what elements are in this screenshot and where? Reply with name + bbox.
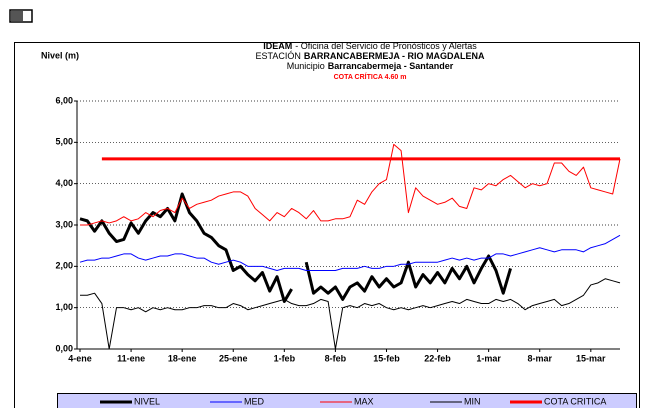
x-tick-label: 8-feb: [325, 353, 347, 363]
legend: [57, 393, 637, 408]
x-tick-label: 15-feb: [373, 353, 400, 363]
title-part: BARRANCABERMEJA - RIO MAGDALENA: [304, 51, 485, 61]
y-tick-label: 0,00: [55, 343, 73, 353]
y-tick-label: 5,00: [55, 137, 73, 147]
y-axis-label: Nivel (m): [41, 50, 79, 60]
title-line: IDEAM - Oficina del Servicio de Pronóstic…: [263, 41, 477, 51]
y-tick-label: 4,00: [55, 178, 73, 188]
x-tick-label: 22-feb: [424, 353, 451, 363]
x-tick-label: 1-mar: [476, 353, 501, 363]
title-line: COTA CRÍTICA 4.60 m: [334, 72, 407, 81]
title-part: IDEAM: [263, 41, 292, 51]
legend-label: COTA CRITICA: [544, 396, 606, 406]
title-part: - Oficina del Servicio de Pronósticos y …: [295, 41, 477, 51]
x-tick-label: 25-ene: [219, 353, 248, 363]
legend-label: MED: [244, 396, 265, 406]
x-tick-label: 4-ene: [68, 353, 92, 363]
legend-label: NIVEL: [134, 396, 160, 406]
series-line: [79, 234, 621, 271]
x-tick-label: 8-mar: [527, 353, 552, 363]
title-line: Municipio Barrancabermeja - Santander: [287, 61, 454, 71]
x-tick-label: 1-feb: [274, 353, 296, 363]
y-tick-label: 1,00: [55, 302, 73, 312]
title-part: Municipio: [287, 61, 325, 71]
x-tick-label: 18-ene: [168, 353, 197, 363]
y-tick-label: 3,00: [55, 219, 73, 229]
title-line: ESTACIÓN BARRANCABERMEJA - RIO MAGDALENA: [255, 51, 485, 61]
title-part: Barrancabermeja - Santander: [328, 61, 454, 71]
legend-label: MAX: [354, 396, 374, 406]
y-tick-label: 2,00: [55, 261, 73, 271]
series-line: [80, 143, 621, 226]
legend-label: MIN: [464, 396, 481, 406]
x-tick-label: 15-mar: [576, 353, 606, 363]
title-part: ESTACIÓN: [255, 51, 300, 61]
series-line: [80, 278, 621, 350]
x-tick-label: 11-ene: [117, 353, 145, 363]
window-icon-fill: [11, 11, 23, 21]
y-tick-label: 6,00: [55, 95, 73, 105]
